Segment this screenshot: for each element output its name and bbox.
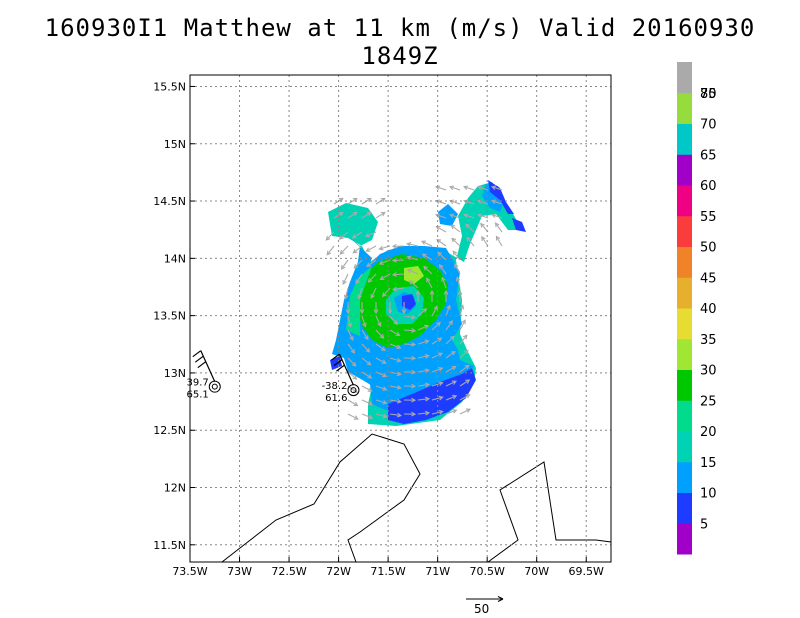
y-axis-ticks: 11.5N 12N 12.5N 13N 13.5N 14N 14.5N 15N 15.5N [153,80,195,552]
reference-vector: 50 [466,596,504,616]
colorbar-swatch [677,523,692,555]
colorbar-swatch [677,62,692,94]
colorbar-swatch [677,400,692,432]
x-tick-label: 73W [227,565,252,578]
colorbar-label: 45 [700,271,717,286]
observation-temp: 39.7 [186,378,208,389]
x-tick-label: 69.5W [569,565,604,578]
x-tick-label: 70W [524,565,549,578]
observation-temp: -38.2 [322,381,348,392]
x-tick-label: 71W [425,565,450,578]
colorbar-swatch [677,246,692,278]
colorbar-label: 5 [700,517,708,532]
colorbar-label: 20 [700,425,717,440]
colorbar-label: 60 [700,179,717,194]
y-tick-label: 11.5N [153,539,186,552]
y-tick-label: 12N [164,482,186,495]
observation-markers: 39.765.1 -38.261.6 [186,350,360,404]
x-tick-label: 71.5W [370,565,405,578]
y-tick-label: 15.5N [153,80,186,93]
gridlines [190,75,611,562]
map-frame [189,74,612,563]
wind-speed-region [512,218,526,232]
colorbar-swatch [677,369,692,401]
x-axis-ticks: 73.5W 73W 72.5W 72W 71.5W 71W 70.5W 70W 69.5W [172,557,604,578]
x-tick-label: 73.5W [172,565,207,578]
obs-west: 39.765.1 [186,350,221,401]
colorbar-label: 15 [700,456,717,471]
x-tick-label: 70.5W [469,565,504,578]
colorbar-swatch [677,215,692,247]
y-tick-label: 15N [164,138,186,151]
colorbar-label: 50 [700,241,717,256]
y-tick-label: 13.5N [153,310,186,323]
colorbar-label: 30 [700,364,717,379]
colorbar-label: 65 [700,148,717,163]
y-tick-label: 14N [164,252,186,265]
colorbar-swatch [677,461,692,493]
observation-value: 61.6 [325,393,347,404]
colorbar-swatch [677,431,692,463]
x-tick-label: 72W [326,565,351,578]
wind-speed-region [402,294,416,310]
wind-speed-region [346,266,372,336]
chart-title: 160930I1 Matthew at 11 km (m/s) Valid 20… [44,14,756,70]
colorbar-label: 80 [700,87,717,102]
colorbar-label: 35 [700,333,717,348]
y-tick-label: 13N [164,367,186,380]
wind-speed-field [328,180,526,426]
observation-value: 65.1 [186,390,208,401]
wind-speed-region [438,204,458,226]
colorbar-swatch [677,123,692,155]
coastline [221,433,611,562]
colorbar-swatch [677,277,692,309]
colorbar-swatch [677,492,692,524]
obs-center: -38.261.6 [322,353,360,404]
colorbar-label: 40 [700,302,717,317]
x-tick-label: 72.5W [271,565,306,578]
reference-vector-label: 50 [474,602,489,616]
colorbar-swatch [677,185,692,217]
y-tick-label: 12.5N [153,424,186,437]
colorbar-swatch [677,154,692,186]
colorbar-swatch [677,338,692,370]
colorbar-label: 70 [700,118,717,133]
colorbar-label: 75 [700,87,717,102]
colorbar-label: 10 [700,487,717,502]
colorbar-label: 25 [700,394,717,409]
colorbar-swatch [677,92,692,124]
wind-vectors [325,185,503,420]
colorbar-swatch [677,308,692,340]
colorbar-label: 55 [700,210,717,225]
y-tick-label: 14.5N [153,195,186,208]
